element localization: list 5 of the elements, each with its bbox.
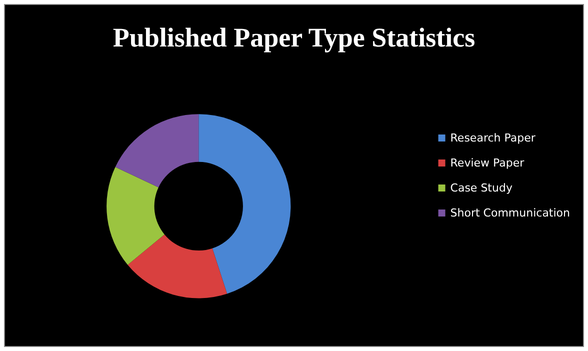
legend-label: Research Paper [450, 132, 536, 144]
legend-label: Review Paper [450, 156, 525, 170]
chart-title: Published Paper Type Statistics [112, 22, 476, 52]
legend-label: Case Study [450, 182, 513, 194]
legend-label: Short Communication [450, 206, 570, 220]
